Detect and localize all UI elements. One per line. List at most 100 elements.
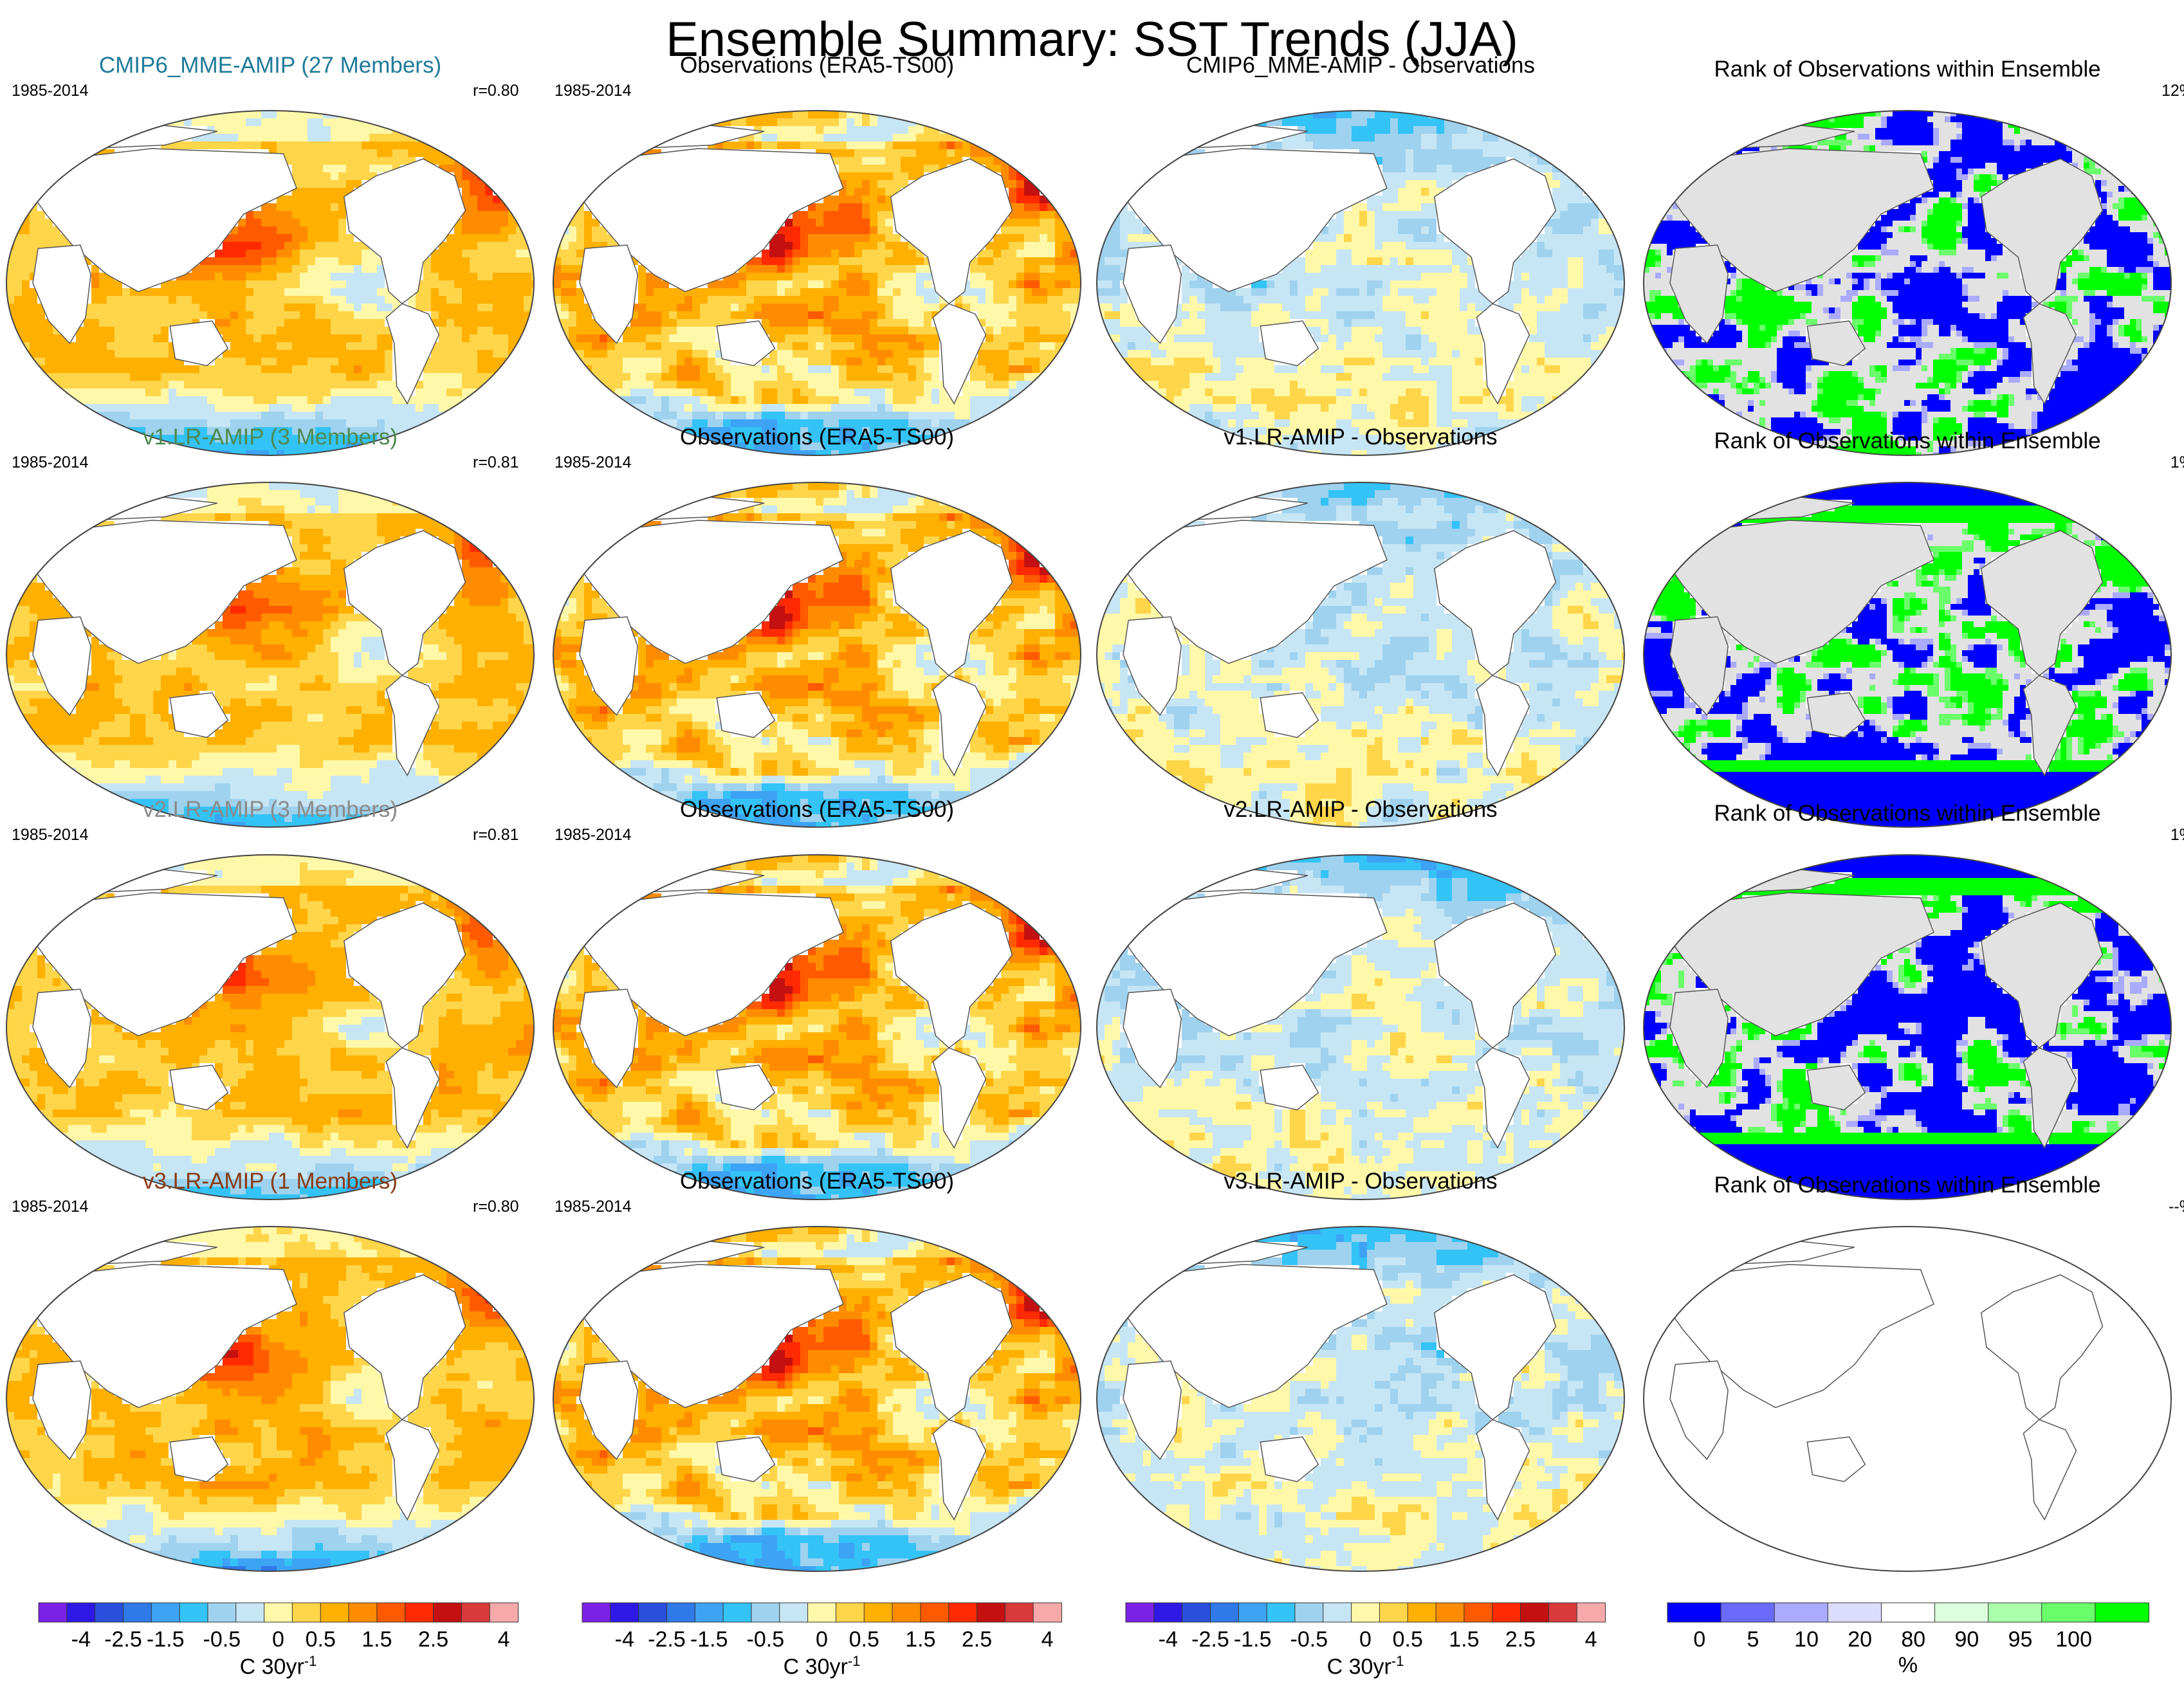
map-border bbox=[1643, 482, 2172, 828]
coastline bbox=[1260, 320, 1319, 367]
colorbar-swatch bbox=[582, 1602, 611, 1623]
correlation-label: r=0.80 bbox=[473, 82, 519, 100]
coastline bbox=[1669, 989, 1729, 1089]
colorbar-swatch bbox=[892, 1602, 921, 1623]
colorbar-tick-label: 0 bbox=[816, 1627, 828, 1652]
map-border bbox=[553, 110, 1081, 456]
colorbar-swatch bbox=[920, 1602, 950, 1623]
colorbar-swatch bbox=[1323, 1602, 1352, 1623]
colorbar-swatch bbox=[1934, 1602, 1989, 1623]
colorbar-swatch bbox=[1182, 1602, 1211, 1623]
colorbar-swatch bbox=[1004, 1602, 1034, 1623]
rank-percent-label: --% bbox=[2116, 1198, 2184, 1216]
coastline bbox=[716, 1064, 776, 1111]
colorbar-swatch bbox=[666, 1602, 696, 1623]
coastline bbox=[1476, 303, 1530, 405]
coastline bbox=[1689, 1238, 1855, 1265]
rank-percent-label: 1% bbox=[2116, 453, 2184, 472]
coastline bbox=[169, 1064, 229, 1111]
coastline bbox=[1123, 989, 1182, 1089]
period-label: 1985-2014 bbox=[12, 826, 89, 844]
diff-panel-title: v2.LR-AMIP - Observations bbox=[1090, 797, 1631, 823]
colorbar-swatch bbox=[638, 1602, 668, 1623]
colorbar-tick-label: 5 bbox=[1747, 1627, 1759, 1652]
rank-panel-title: Rank of Observations within Ensemble bbox=[1637, 1173, 2178, 1198]
coastline bbox=[716, 692, 776, 738]
coastline bbox=[32, 989, 91, 1089]
obs-trend-map-1 bbox=[553, 482, 1081, 828]
colorbar-swatch bbox=[610, 1602, 639, 1623]
diff-map-1-field bbox=[1097, 482, 1624, 827]
colorbar-unit-label: C 30yr-1 bbox=[240, 1653, 317, 1679]
colorbar-tick-label: -2.5 bbox=[104, 1627, 142, 1652]
colorbar-tick-label: -4 bbox=[1159, 1627, 1178, 1652]
coastline bbox=[932, 1419, 987, 1521]
coastline bbox=[2023, 303, 2077, 405]
colorbar-swatch bbox=[291, 1602, 322, 1623]
colorbar-swatch bbox=[489, 1602, 518, 1623]
rank-map-1 bbox=[1643, 482, 2172, 828]
coastline bbox=[1117, 520, 1388, 664]
colorbar-swatch bbox=[751, 1602, 780, 1623]
colorbar-unit-label: C 30yr-1 bbox=[1327, 1653, 1404, 1679]
coastline bbox=[169, 1436, 229, 1483]
coastline bbox=[1806, 320, 1866, 367]
coastline bbox=[169, 320, 229, 367]
coastline bbox=[1117, 892, 1388, 1037]
map-border bbox=[6, 1226, 535, 1572]
colorbar-tick-label: 10 bbox=[1794, 1627, 1819, 1652]
coastline bbox=[26, 148, 297, 293]
map-border bbox=[553, 482, 1081, 828]
diff-panel-title: v1.LR-AMIP - Observations bbox=[1090, 424, 1631, 450]
model-trend-map-0 bbox=[6, 110, 535, 456]
colorbar-swatch bbox=[235, 1602, 265, 1623]
coastline bbox=[26, 892, 297, 1037]
model-panel-title: v2.LR-AMIP (3 Members) bbox=[13, 797, 528, 823]
period-label: 1985-2014 bbox=[555, 1198, 632, 1216]
rank-map-3 bbox=[1643, 1226, 2172, 1572]
rank-map-0 bbox=[1643, 110, 2172, 456]
colorbar-swatch bbox=[348, 1602, 378, 1623]
colorbar-swatch bbox=[95, 1602, 124, 1623]
colorbar-swatch bbox=[1520, 1602, 1550, 1623]
colorbar-swatch bbox=[1576, 1602, 1606, 1623]
trend-2-colorbar bbox=[1125, 1602, 1606, 1623]
model-trend-map-3 bbox=[6, 1226, 535, 1572]
colorbar-swatch bbox=[1492, 1602, 1521, 1623]
coastline bbox=[1123, 244, 1182, 345]
rank-percent-label: 12% bbox=[2116, 82, 2184, 100]
colorbar-tick-label: 0 bbox=[272, 1627, 284, 1652]
coastline bbox=[169, 692, 229, 738]
period-label: 1985-2014 bbox=[555, 82, 632, 100]
coastline bbox=[385, 303, 440, 405]
coastline bbox=[1980, 1274, 2104, 1421]
colorbar-swatch bbox=[122, 1602, 152, 1623]
colorbar-swatch bbox=[1379, 1602, 1409, 1623]
colorbar-swatch bbox=[1351, 1602, 1381, 1623]
obs-panel-title: Observations (ERA5-TS00) bbox=[560, 53, 1074, 78]
coastline bbox=[1669, 616, 1729, 717]
coastline bbox=[32, 1360, 91, 1461]
rank-panel-title: Rank of Observations within Ensemble bbox=[1637, 428, 2178, 454]
colorbar-swatch bbox=[835, 1602, 865, 1623]
map-border bbox=[6, 482, 535, 828]
coastline bbox=[579, 989, 638, 1089]
rank-map-3-field bbox=[1664, 1238, 2169, 1521]
colorbar-swatch bbox=[1266, 1602, 1296, 1623]
colorbar-swatch bbox=[1294, 1602, 1324, 1623]
colorbar-swatch bbox=[433, 1602, 463, 1623]
coastline bbox=[579, 1360, 638, 1461]
coastline bbox=[579, 244, 638, 345]
coastline bbox=[1664, 520, 1934, 664]
model-panel-title: v3.LR-AMIP (1 Members) bbox=[13, 1169, 528, 1194]
colorbar-swatch bbox=[863, 1602, 894, 1623]
diff-panel-title: v3.LR-AMIP - Observations bbox=[1090, 1169, 1631, 1194]
map-border bbox=[6, 110, 535, 456]
obs-panel-title: Observations (ERA5-TS00) bbox=[560, 1169, 1074, 1194]
map-border bbox=[553, 854, 1081, 1200]
colorbar-swatch bbox=[179, 1602, 208, 1623]
coastline bbox=[716, 1436, 776, 1483]
colorbar-swatch bbox=[1774, 1602, 1829, 1623]
coastline bbox=[1476, 1419, 1530, 1521]
diff-map-2 bbox=[1096, 854, 1625, 1200]
